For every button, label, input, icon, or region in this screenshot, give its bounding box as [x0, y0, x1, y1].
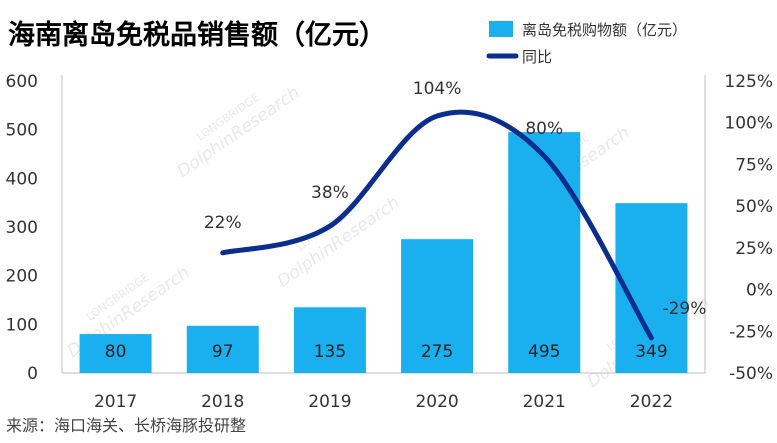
- right-axis-tick-label: 125%: [724, 72, 773, 92]
- legend-label-line: 同比: [522, 48, 552, 66]
- left-axis-tick-label: 400: [6, 169, 38, 189]
- right-axis-tick-label: -50%: [729, 364, 773, 384]
- bar: [293, 307, 366, 373]
- left-axis: 0 100 200 300 400 500 600: [6, 72, 63, 384]
- bar: [79, 334, 152, 373]
- line-point-label: 80%: [525, 119, 563, 139]
- watermark: LONGBRIDGEDolphinResearchLONGBRIDGEDolph…: [64, 83, 714, 392]
- x-axis: 2017 2018 2019 2020 2021 2022: [62, 372, 705, 412]
- legend-swatch-bar: [489, 21, 513, 37]
- right-axis: -50% -25% 0% 25% 50% 75% 100% 125%: [704, 72, 773, 384]
- watermark-text: DolphinResearch: [174, 83, 304, 182]
- left-axis-tick-label: 200: [6, 267, 38, 287]
- left-axis-tick-label: 300: [6, 218, 38, 238]
- x-axis-tick-label: 2018: [201, 392, 244, 412]
- line-point-label: 104%: [413, 79, 462, 99]
- right-axis-tick-label: 75%: [735, 155, 773, 175]
- line-point-label: -29%: [662, 299, 706, 319]
- line-point-label: 22%: [204, 213, 242, 233]
- right-axis-tick-label: 25%: [735, 239, 773, 259]
- bar-value-label: 349: [635, 342, 667, 362]
- bar-value-label: 135: [314, 342, 346, 362]
- right-axis-tick-label: 100%: [724, 114, 773, 134]
- bar-series: [79, 132, 688, 373]
- left-axis-tick-label: 0: [27, 364, 38, 384]
- bar-value-label: 495: [528, 342, 560, 362]
- right-axis-tick-label: -25%: [729, 322, 773, 342]
- source-note: 来源：海口海关、长桥海豚投研整: [6, 416, 246, 435]
- bar: [186, 325, 259, 373]
- yoy-line: [220, 109, 654, 341]
- right-axis-tick-label: 0%: [746, 281, 773, 301]
- left-axis-tick-label: 500: [6, 121, 38, 141]
- bar: [401, 239, 474, 373]
- bar: [508, 132, 581, 373]
- x-axis-tick-label: 2021: [523, 392, 566, 412]
- line-point-label: 38%: [311, 183, 349, 203]
- line-series: [220, 109, 654, 341]
- x-axis-tick-label: 2022: [630, 392, 673, 412]
- x-axis-tick-label: 2020: [415, 392, 458, 412]
- left-axis-tick-label: 100: [6, 315, 38, 335]
- x-axis-tick-label: 2019: [308, 392, 351, 412]
- bar-value-label: 275: [421, 342, 453, 362]
- bar-value-label: 80: [105, 342, 127, 362]
- right-axis-tick-label: 50%: [735, 197, 773, 217]
- x-axis-tick-label: 2017: [94, 392, 137, 412]
- legend-label-bar: 离岛免税购物额（亿元）: [522, 21, 687, 39]
- data-labels: 80 97 135 275 495 349 22% 38% 104% 80% -29%: [105, 79, 707, 362]
- left-axis-tick-label: 600: [6, 72, 38, 92]
- bar-value-label: 97: [212, 342, 234, 362]
- chart-title: 海南离岛免税品销售额（亿元）: [8, 19, 386, 51]
